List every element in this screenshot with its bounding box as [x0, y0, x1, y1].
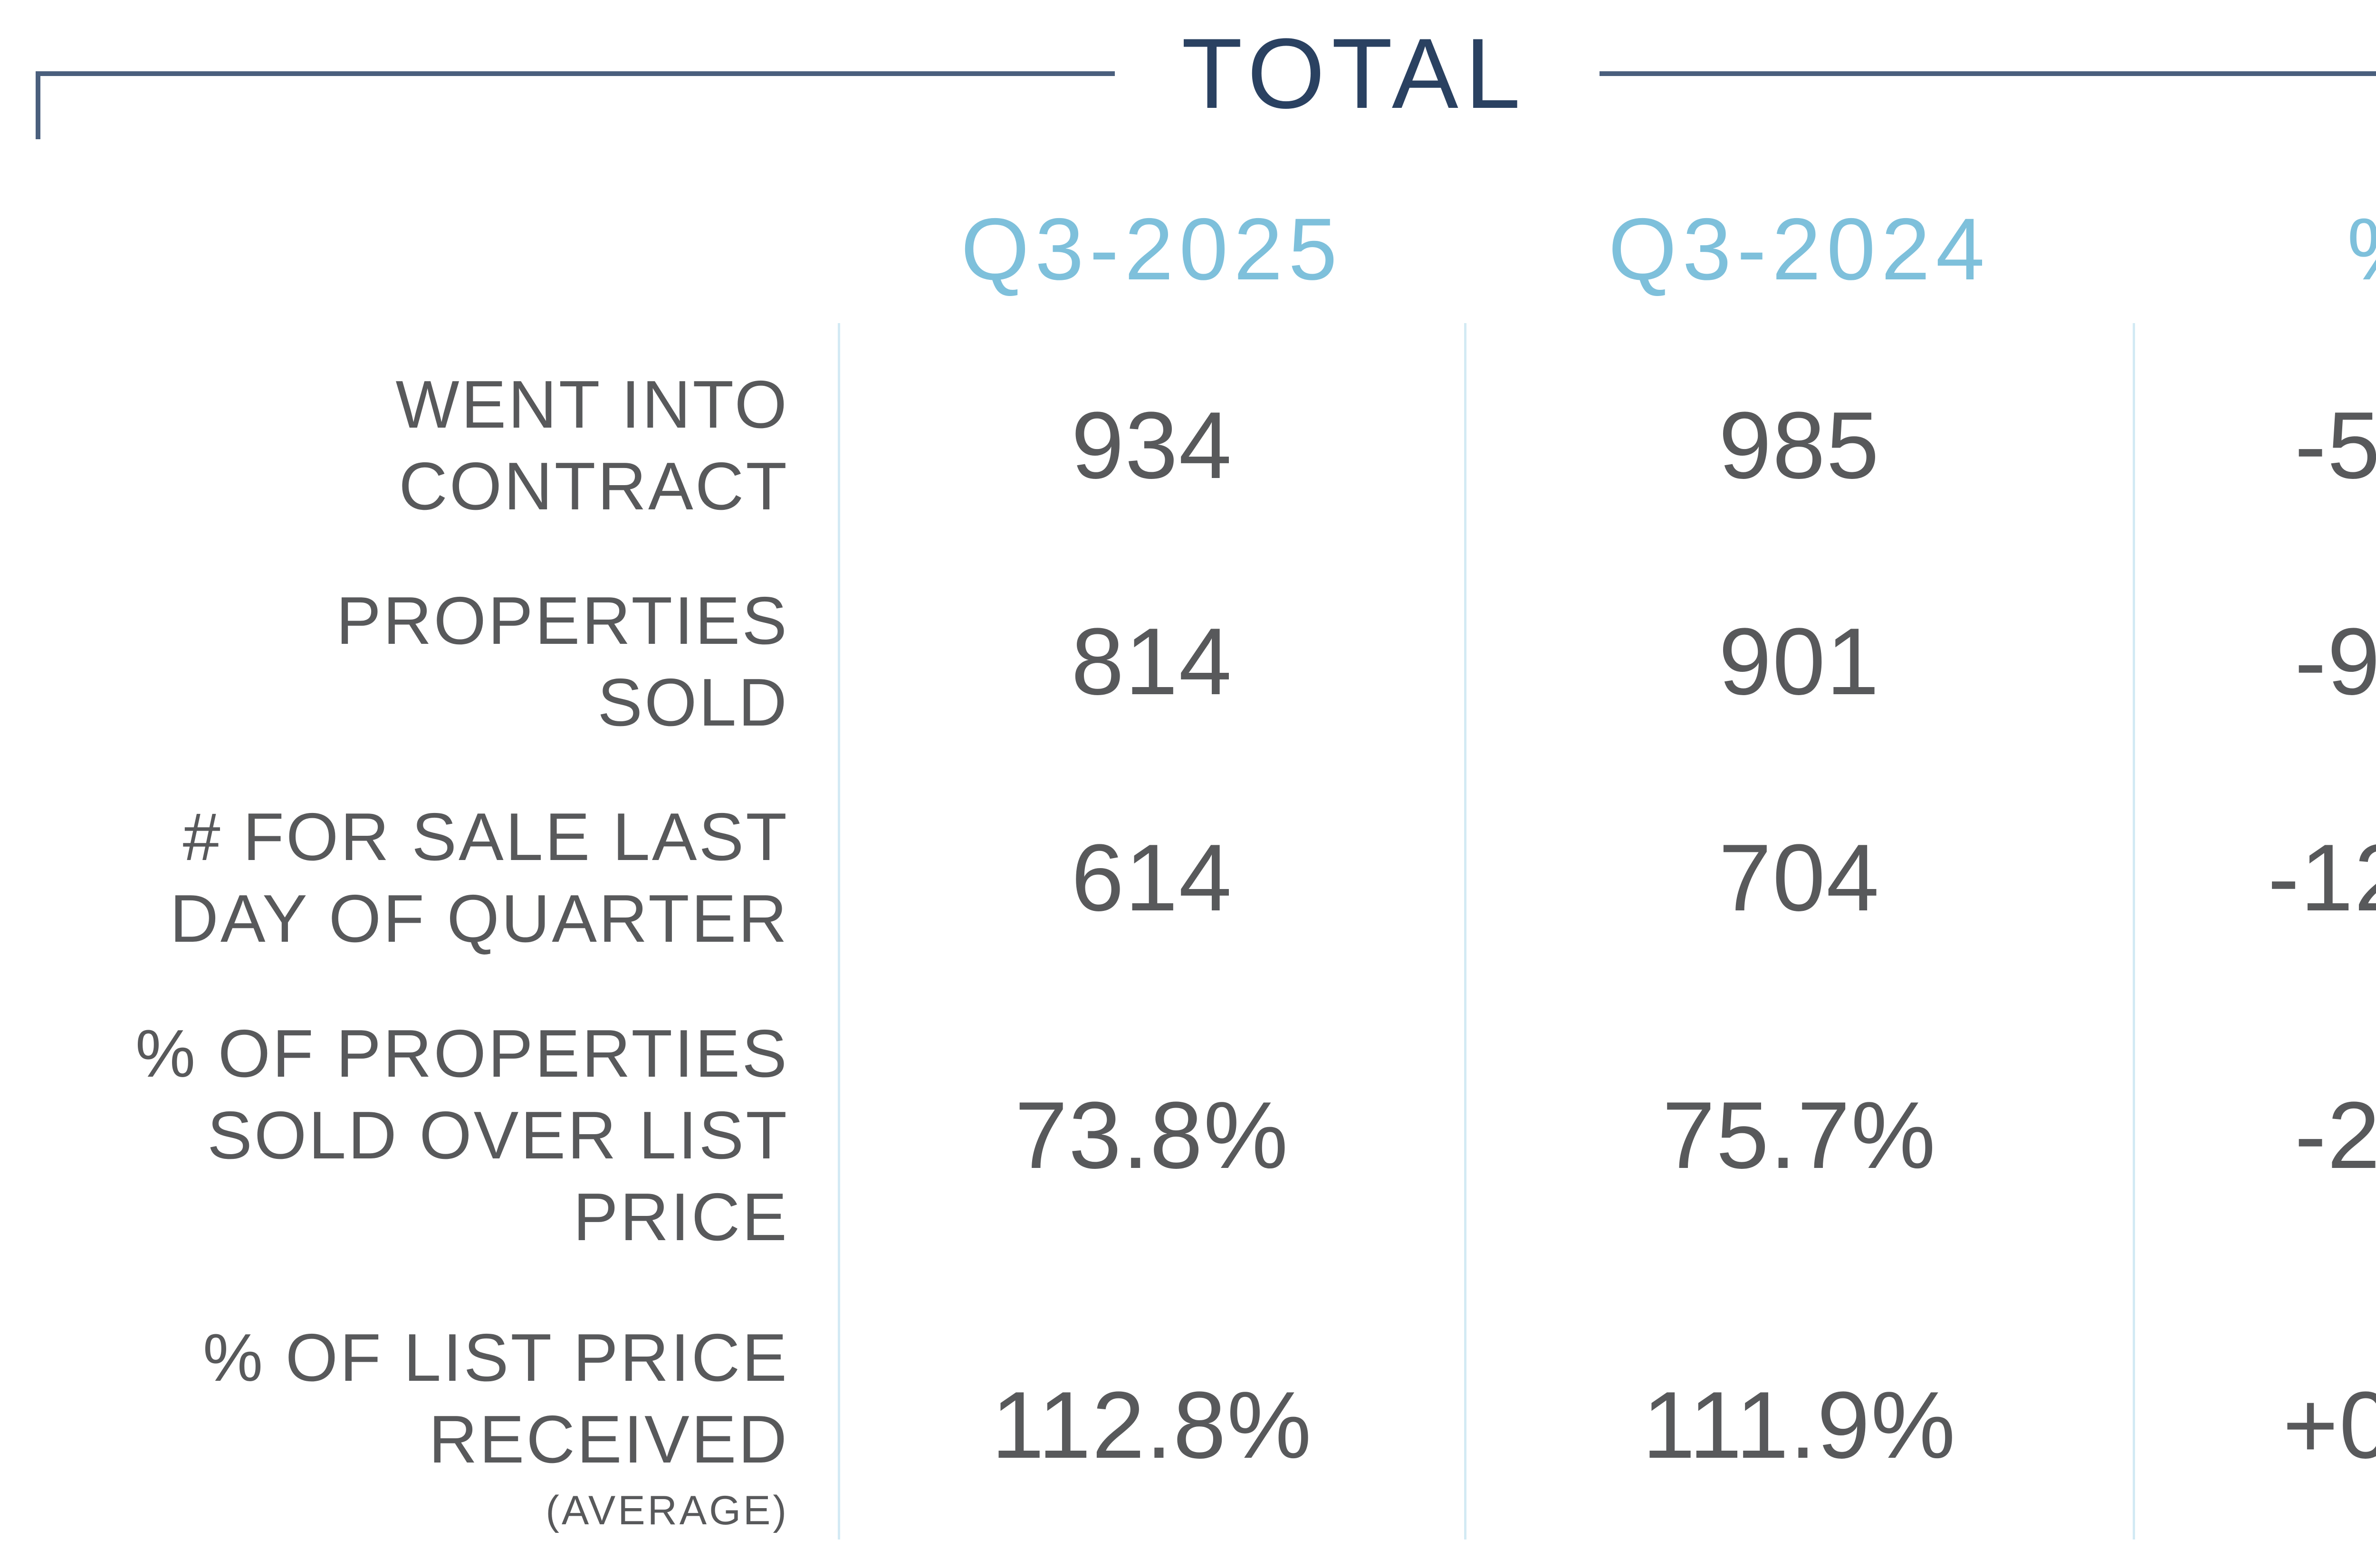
- value-cell: -12.8%: [2268, 824, 2376, 931]
- value-cell: 934: [1071, 392, 1233, 498]
- column-header-0: Q3-2025: [961, 201, 1343, 298]
- column-divider: [1464, 323, 1466, 1539]
- value-cell: -5.2%: [2294, 392, 2376, 498]
- row-label-wrap: % OF PROPERTIES SOLD OVER LIST PRICE: [135, 1013, 839, 1258]
- value-cell: -9.7%: [2294, 608, 2376, 715]
- table-row-label-cell: # FOR SALE LAST DAY OF QUARTER: [0, 770, 839, 986]
- bracket-right-line: [1600, 71, 2376, 139]
- value-cell: 112.8%: [991, 1372, 1313, 1478]
- row-label-wrap: # FOR SALE LAST DAY OF QUARTER: [170, 796, 839, 960]
- value-cell: 985: [1718, 392, 1880, 498]
- column-divider: [838, 323, 840, 1539]
- value-cell: 111.9%: [1642, 1372, 1956, 1478]
- row-label-wrap: WENT INTO CONTRACT: [395, 364, 839, 527]
- row-sublabel: (AVERAGE): [546, 1487, 789, 1533]
- table-row-label-cell: % OF PROPERTIES SOLD OVER LIST PRICE: [0, 986, 839, 1285]
- value-cell: 75.7%: [1662, 1082, 1937, 1188]
- row-label-wrap: PROPERTIES SOLD: [336, 580, 839, 744]
- row-label: # FOR SALE LAST DAY OF QUARTER: [170, 799, 789, 956]
- row-label: % OF PROPERTIES SOLD OVER LIST PRICE: [135, 1016, 789, 1255]
- stats-table: Q3-2025 Q3-2024 %Δ WENT INTO CONTRACT 934 985…: [0, 162, 2376, 1566]
- table-corner-cell: [0, 162, 839, 337]
- value-cell: -2.5%: [2294, 1082, 2376, 1188]
- column-header-1: Q3-2024: [1608, 201, 1991, 298]
- page-title: TOTAL: [1181, 18, 1527, 129]
- column-header-2: %Δ: [2134, 162, 2376, 337]
- value-cell: +0.8%: [2282, 1372, 2376, 1478]
- table-row-label-cell: WENT INTO CONTRACT: [0, 337, 839, 554]
- row-label: % OF LIST PRICE RECEIVED: [202, 1319, 789, 1477]
- value-cell: 814: [1071, 608, 1233, 715]
- bracket-left-line: [36, 71, 1115, 139]
- column-divider: [2133, 323, 2135, 1539]
- value-cell: 901: [1718, 608, 1880, 715]
- row-label-wrap: % OF LIST PRICE RECEIVED (AVERAGE): [203, 1317, 839, 1534]
- value-cell: 614: [1071, 824, 1233, 931]
- table-row-label-cell: % OF LIST PRICE RECEIVED (AVERAGE): [0, 1285, 839, 1566]
- row-label: PROPERTIES SOLD: [336, 583, 789, 740]
- row-label: WENT INTO CONTRACT: [395, 366, 789, 524]
- value-cell: 704: [1718, 824, 1880, 931]
- table-row-label-cell: PROPERTIES SOLD: [0, 554, 839, 770]
- value-cell: 73.8%: [1015, 1082, 1289, 1188]
